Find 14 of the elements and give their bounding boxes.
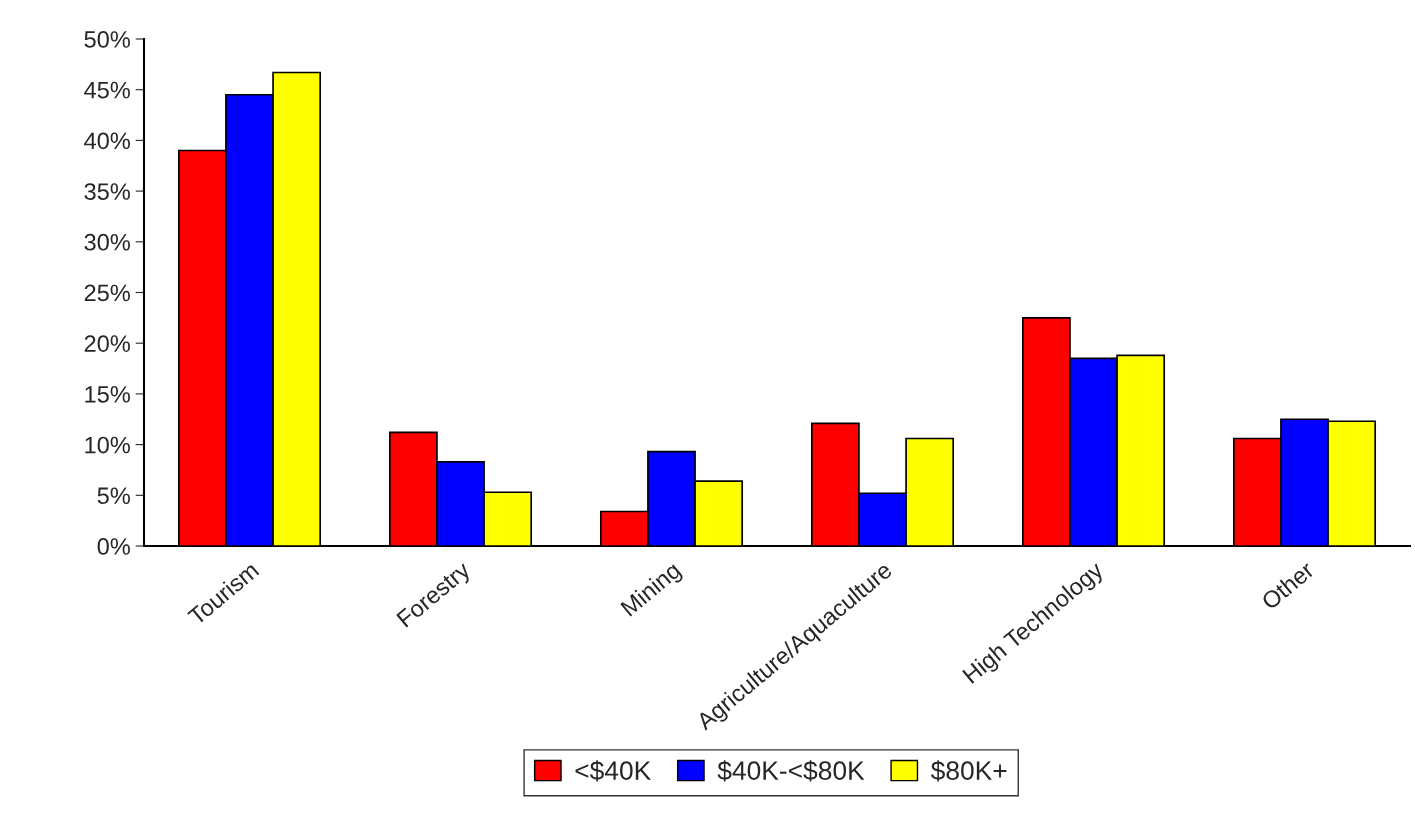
y-tick-label: 30% <box>84 233 130 251</box>
y-tick-label: 5% <box>97 487 130 505</box>
legend-label: $80K+ <box>930 760 1007 782</box>
y-tick-label: 35% <box>84 183 130 200</box>
legend-label: $40K-<$80K <box>717 760 865 782</box>
legend-label: <$40K <box>575 760 651 782</box>
y-tick-label: 10% <box>85 436 130 454</box>
y-tick-label: 25% <box>84 284 130 302</box>
y-tick-label: 50% <box>84 31 130 48</box>
y-tick-label: 0% <box>97 538 130 555</box>
y-tick-label: 40% <box>84 132 130 150</box>
y-tick-label: 15% <box>85 386 130 403</box>
y-tick-label: 45% <box>84 81 130 99</box>
y-tick-label: 20% <box>84 335 130 352</box>
